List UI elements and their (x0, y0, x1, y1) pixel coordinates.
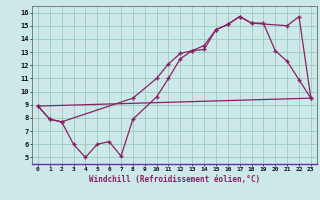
X-axis label: Windchill (Refroidissement éolien,°C): Windchill (Refroidissement éolien,°C) (89, 175, 260, 184)
